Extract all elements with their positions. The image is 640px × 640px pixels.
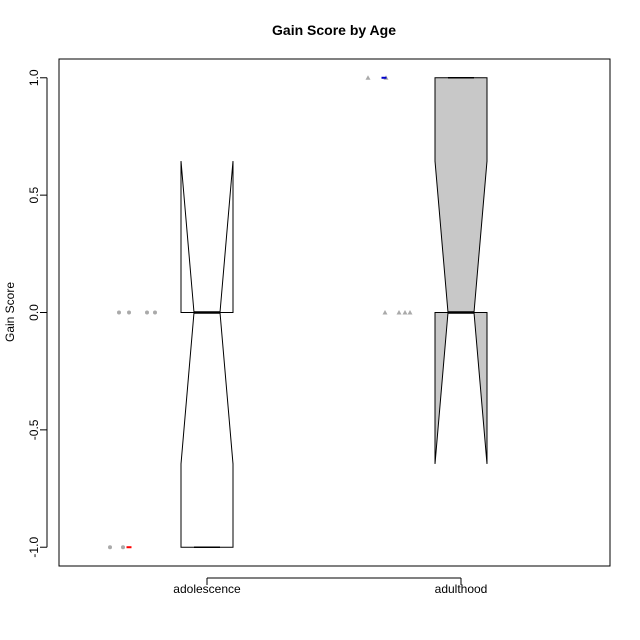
- data-point-adulthood: [407, 310, 413, 315]
- y-tick-label: -1.0: [27, 537, 41, 558]
- y-axis-label: Gain Score: [3, 282, 17, 342]
- y-tick-label: -0.5: [27, 419, 41, 440]
- data-point-adolescence: [153, 310, 157, 315]
- data-point-adolescence: [108, 545, 112, 550]
- points: [108, 75, 413, 550]
- boxes: [180, 77, 488, 548]
- x-tick-label: adolescence: [173, 582, 241, 596]
- x-axis: adolescence adulthood: [173, 577, 488, 596]
- y-axis: -1.0 -0.5 0.0 0.5 1.0: [27, 69, 48, 558]
- data-point-adulthood: [365, 75, 371, 80]
- y-tick-label: 0.0: [27, 304, 41, 321]
- data-point-adolescence: [127, 310, 131, 315]
- data-point-adulthood: [402, 310, 408, 315]
- plot-frame: [58, 58, 611, 567]
- data-point-adulthood: [396, 310, 402, 315]
- data-point-adulthood: [382, 310, 388, 315]
- y-tick-label: 1.0: [27, 69, 41, 86]
- chart-title: Gain Score by Age: [272, 22, 396, 38]
- box-adolescence: [180, 161, 234, 548]
- data-point-adolescence: [121, 545, 125, 550]
- x-tick-label: adulthood: [435, 582, 488, 596]
- y-tick-label: 0.5: [27, 186, 41, 203]
- box-adulthood: [434, 77, 488, 464]
- data-point-adolescence: [145, 310, 149, 315]
- data-point-adolescence: [117, 310, 121, 315]
